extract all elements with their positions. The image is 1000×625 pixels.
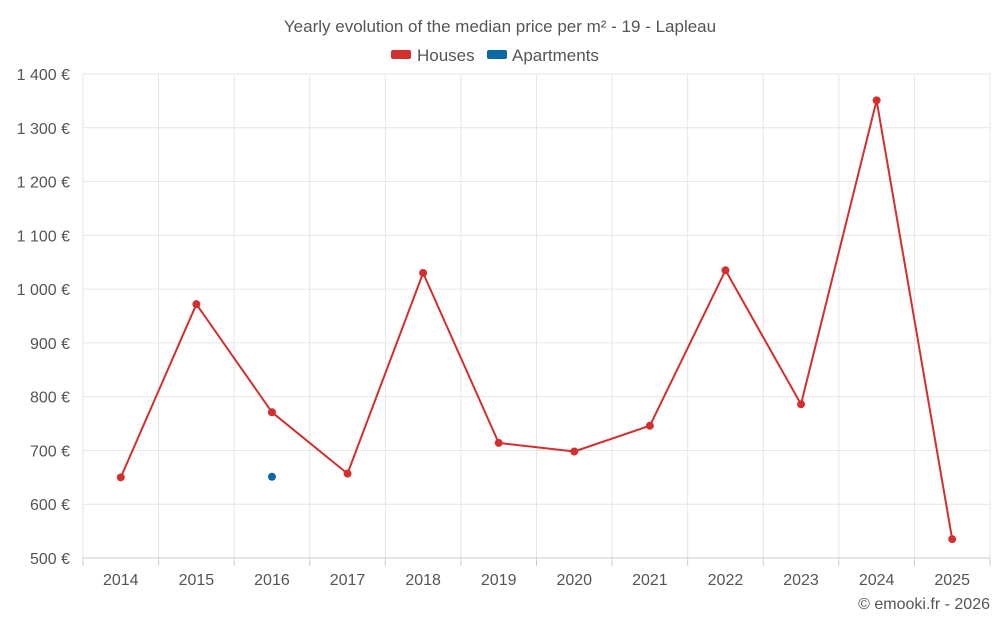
data-point-houses[interactable] — [494, 438, 503, 447]
y-tick-label: 500 € — [30, 551, 70, 568]
y-tick-label: 900 € — [30, 336, 70, 353]
y-tick-label: 1 100 € — [17, 228, 70, 245]
x-tick-label: 2020 — [556, 572, 592, 589]
x-tick-label: 2024 — [859, 572, 895, 589]
y-tick-label: 1 000 € — [17, 282, 70, 299]
x-tick-label: 2017 — [330, 572, 366, 589]
data-point-houses[interactable] — [721, 266, 730, 275]
data-point-houses[interactable] — [267, 408, 276, 417]
x-tick-label: 2022 — [708, 572, 744, 589]
y-tick-label: 700 € — [30, 443, 70, 460]
data-point-houses[interactable] — [645, 421, 654, 430]
data-point-houses[interactable] — [192, 300, 201, 309]
y-tick-label: 1 400 € — [17, 67, 70, 84]
x-gridlines — [82, 74, 991, 566]
legend-swatch-houses[interactable] — [391, 50, 411, 59]
data-point-houses[interactable] — [116, 473, 125, 482]
data-point-apartments[interactable] — [267, 472, 276, 481]
data-point-houses[interactable] — [872, 96, 881, 105]
x-tick-label: 2016 — [254, 572, 290, 589]
x-tick-label: 2025 — [934, 572, 970, 589]
series-layer — [116, 96, 957, 544]
y-tick-label: 600 € — [30, 497, 70, 514]
data-point-houses[interactable] — [948, 535, 957, 544]
legend-label-houses[interactable]: Houses — [417, 46, 475, 65]
y-axis-ticks: 500 € 600 € 700 € 800 € 900 € 1 000 € 1 100 € 1… — [17, 67, 70, 568]
data-point-houses[interactable] — [419, 268, 428, 277]
x-axis-ticks: 2014 2015 2016 2017 2018 2019 2020 2021 2022 2023… — [103, 572, 970, 589]
data-point-houses[interactable] — [570, 447, 579, 456]
data-point-houses[interactable] — [797, 400, 806, 409]
y-tick-label: 800 € — [30, 390, 70, 407]
x-tick-label: 2021 — [632, 572, 668, 589]
x-tick-label: 2014 — [103, 572, 139, 589]
x-tick-label: 2023 — [783, 572, 819, 589]
x-tick-label: 2015 — [179, 572, 215, 589]
series-line-houses — [119, 99, 954, 540]
chart-title: Yearly evolution of the median price per… — [284, 17, 716, 36]
x-tick-label: 2019 — [481, 572, 517, 589]
legend-swatch-apartments[interactable] — [487, 50, 507, 59]
data-point-houses[interactable] — [343, 469, 352, 478]
legend: Houses Apartments — [391, 46, 599, 65]
y-tick-label: 1 300 € — [17, 121, 70, 138]
y-tick-label: 1 200 € — [17, 175, 70, 192]
credit-text: © emooki.fr - 2026 — [858, 596, 990, 613]
legend-label-apartments[interactable]: Apartments — [512, 46, 599, 65]
x-tick-label: 2018 — [405, 572, 441, 589]
